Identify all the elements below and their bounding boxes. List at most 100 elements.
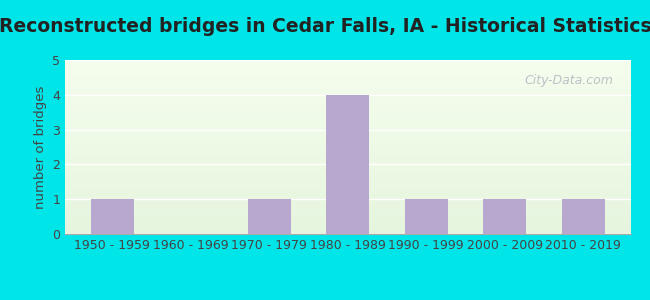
Bar bbox=[65, 168, 630, 169]
Bar bbox=[65, 120, 630, 121]
Y-axis label: number of bridges: number of bridges bbox=[34, 85, 47, 209]
Bar bbox=[65, 87, 630, 88]
Bar bbox=[65, 231, 630, 232]
Bar bbox=[65, 75, 630, 76]
Bar bbox=[65, 122, 630, 123]
Bar bbox=[65, 83, 630, 84]
Bar bbox=[65, 191, 630, 192]
Bar bbox=[65, 185, 630, 186]
Bar bbox=[65, 154, 630, 155]
Bar bbox=[65, 210, 630, 211]
Bar bbox=[483, 199, 526, 234]
Bar bbox=[65, 229, 630, 230]
Bar bbox=[65, 129, 630, 130]
Bar bbox=[65, 163, 630, 164]
Bar bbox=[65, 158, 630, 159]
Bar bbox=[65, 138, 630, 139]
Bar bbox=[65, 144, 630, 145]
Bar bbox=[65, 175, 630, 176]
Bar bbox=[65, 227, 630, 228]
Bar bbox=[65, 203, 630, 204]
Bar bbox=[65, 117, 630, 118]
Bar bbox=[65, 189, 630, 190]
Bar bbox=[248, 199, 291, 234]
Bar bbox=[65, 103, 630, 104]
Bar bbox=[65, 100, 630, 101]
Bar bbox=[65, 173, 630, 174]
Bar bbox=[65, 109, 630, 110]
Bar bbox=[65, 197, 630, 198]
Bar bbox=[65, 67, 630, 68]
Bar bbox=[65, 194, 630, 195]
Bar bbox=[65, 212, 630, 213]
Bar bbox=[65, 68, 630, 69]
Bar bbox=[65, 116, 630, 117]
Bar bbox=[65, 204, 630, 205]
Bar bbox=[65, 216, 630, 217]
Bar bbox=[65, 61, 630, 62]
Bar bbox=[65, 177, 630, 178]
Bar bbox=[65, 99, 630, 100]
Bar bbox=[65, 73, 630, 74]
Bar bbox=[65, 72, 630, 73]
Bar bbox=[65, 147, 630, 148]
Bar bbox=[65, 74, 630, 75]
Bar bbox=[65, 208, 630, 209]
Bar bbox=[65, 125, 630, 126]
Bar bbox=[65, 80, 630, 81]
Bar bbox=[65, 134, 630, 135]
Bar bbox=[65, 112, 630, 113]
Bar bbox=[65, 214, 630, 215]
Bar bbox=[562, 199, 605, 234]
Bar bbox=[65, 105, 630, 106]
Bar bbox=[65, 164, 630, 165]
Bar bbox=[65, 141, 630, 142]
Bar bbox=[65, 108, 630, 109]
Bar bbox=[65, 136, 630, 137]
Bar bbox=[65, 114, 630, 115]
Bar bbox=[65, 139, 630, 140]
Bar bbox=[65, 101, 630, 102]
Bar bbox=[65, 230, 630, 231]
Bar bbox=[65, 219, 630, 220]
Bar bbox=[65, 176, 630, 177]
Bar bbox=[65, 81, 630, 82]
Bar bbox=[65, 102, 630, 103]
Bar bbox=[65, 95, 630, 96]
Bar bbox=[65, 126, 630, 127]
Bar bbox=[65, 113, 630, 114]
Bar bbox=[65, 211, 630, 212]
Bar bbox=[65, 218, 630, 219]
Bar bbox=[65, 119, 630, 120]
Bar bbox=[65, 180, 630, 181]
Bar bbox=[65, 82, 630, 83]
Bar bbox=[65, 84, 630, 85]
Bar bbox=[65, 91, 630, 92]
Bar bbox=[65, 124, 630, 125]
Bar bbox=[90, 199, 134, 234]
Bar bbox=[65, 123, 630, 124]
Bar bbox=[65, 64, 630, 65]
Bar bbox=[65, 225, 630, 226]
Bar bbox=[65, 77, 630, 78]
Bar bbox=[65, 78, 630, 79]
Bar bbox=[65, 179, 630, 180]
Bar bbox=[65, 104, 630, 105]
Bar bbox=[65, 181, 630, 182]
Bar bbox=[65, 70, 630, 71]
Bar bbox=[65, 63, 630, 64]
Bar bbox=[65, 207, 630, 208]
Bar bbox=[65, 115, 630, 116]
Bar bbox=[65, 155, 630, 156]
Bar bbox=[65, 223, 630, 224]
Bar bbox=[65, 186, 630, 187]
Bar bbox=[65, 98, 630, 99]
Bar bbox=[65, 79, 630, 80]
Bar bbox=[65, 121, 630, 122]
Bar bbox=[65, 131, 630, 132]
Bar bbox=[65, 149, 630, 150]
Bar bbox=[65, 226, 630, 227]
Bar bbox=[65, 152, 630, 153]
Bar bbox=[65, 201, 630, 202]
Bar bbox=[65, 145, 630, 146]
